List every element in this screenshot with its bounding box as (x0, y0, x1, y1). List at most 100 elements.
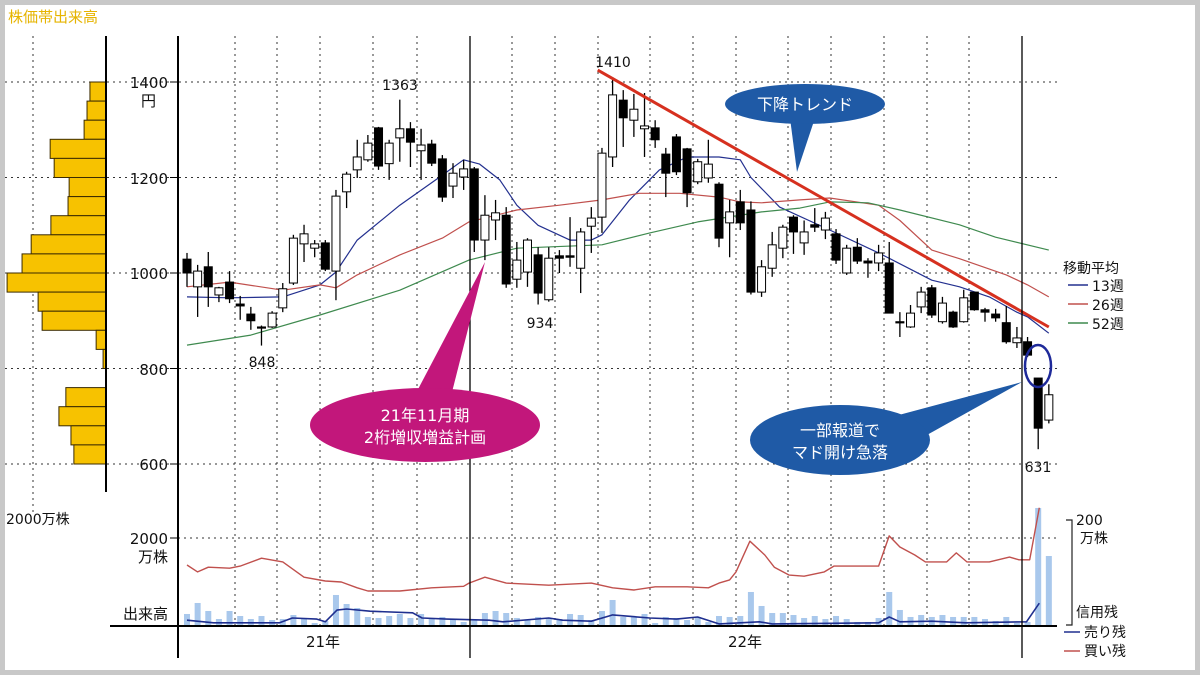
callout-earnings-plan: 21年11月期 2桁増収増益計画 (310, 262, 540, 462)
volume-bar (556, 619, 563, 626)
histogram-bar (95, 329, 107, 350)
volume-bar (918, 615, 925, 626)
margin-sell-line (186, 602, 1040, 625)
ytick-label: 1400 (130, 74, 168, 92)
volume-bar (705, 621, 712, 626)
candle-up (906, 312, 916, 328)
candle-up (448, 172, 458, 187)
candle-up (288, 237, 298, 284)
histogram-bar (86, 100, 107, 121)
histogram-scale-label: 2000万株 (6, 512, 70, 528)
volume-bar (747, 591, 754, 626)
volume-bar (790, 615, 797, 626)
candle-up (959, 297, 969, 323)
margin-buy-line (186, 507, 1040, 592)
candle-up (703, 163, 713, 179)
candle-up (544, 257, 554, 301)
volume-bar (471, 620, 478, 626)
volume-bar (609, 599, 616, 626)
candle-down (895, 321, 905, 324)
volume-bar (630, 616, 637, 626)
candle-up (576, 231, 586, 269)
candlesticks (182, 68, 1054, 450)
candle-up (278, 288, 288, 309)
margin-unit-label: 万株 (1080, 531, 1108, 547)
volume-bar (503, 613, 510, 626)
volume-bar (1024, 621, 1031, 626)
candle-up (820, 217, 830, 231)
candle-down (671, 136, 681, 173)
volume-bar (343, 604, 350, 626)
candle-down (533, 254, 543, 294)
candle-up (395, 128, 405, 139)
callout-bubble (750, 405, 930, 475)
volume-bar (354, 608, 361, 626)
candle-down (969, 291, 979, 311)
gap-highlight-circle (1023, 343, 1053, 389)
volume-bar (418, 613, 425, 626)
volume-bar (716, 616, 722, 626)
histogram-bar (49, 138, 107, 159)
margin-title: 信用残 (1076, 605, 1118, 621)
candle-down (863, 260, 873, 264)
callout-bubble (725, 84, 885, 124)
volume-bar (396, 613, 403, 626)
callout-bubble (310, 388, 540, 462)
volume-bar (854, 621, 861, 626)
volume-bar (896, 609, 903, 626)
volume-bar (620, 616, 627, 626)
volume-bar (1035, 507, 1042, 626)
volume-bar (428, 617, 435, 626)
legend-title: 移動平均 (1063, 261, 1119, 277)
legend-label-13w: 13週 (1092, 279, 1124, 295)
volume-bar (492, 610, 499, 626)
callout-text: 一部報道で (800, 421, 880, 440)
volume-bar (194, 602, 201, 626)
volume-bar (737, 616, 744, 626)
volume-bar (513, 617, 520, 626)
candle-down (256, 326, 266, 329)
candle-down (225, 281, 235, 300)
callout-text: マド開け急落 (792, 443, 888, 462)
candle-up (799, 231, 809, 244)
candle-down (203, 266, 213, 288)
candle-up (267, 312, 277, 328)
volume-tick-label: 2000 (130, 530, 168, 548)
histogram-bar (37, 291, 107, 312)
volume-bar (673, 617, 680, 626)
volume-bar (801, 617, 808, 626)
volume-bar (939, 615, 946, 626)
histogram-bar (83, 119, 107, 140)
candle-down (565, 255, 575, 258)
volume-bar (992, 620, 999, 626)
ytick-label: 600 (139, 456, 168, 474)
histogram-bar (65, 387, 107, 408)
candle-down (554, 255, 564, 259)
volume-bar (1045, 555, 1052, 626)
candle-up (331, 195, 341, 272)
candle-down (810, 224, 820, 228)
histogram-bar (73, 444, 107, 465)
callout-gap-down: 一部報道で マド開け急落 (750, 382, 1022, 475)
volume-bar (450, 619, 456, 626)
candle-down (735, 201, 745, 224)
volume-bar (205, 610, 212, 626)
volume-bar (258, 616, 265, 626)
ytick-label: 1200 (130, 170, 168, 188)
volume-bar (386, 616, 393, 626)
margin-scale-label: 200 (1076, 513, 1103, 529)
histogram-bar (67, 196, 107, 217)
volume-bar (822, 619, 829, 626)
candle-up (459, 168, 469, 178)
high-price-label: 1410 (595, 55, 631, 71)
candle-up (352, 156, 362, 171)
volume-bar (588, 620, 595, 626)
volume-bar (407, 617, 414, 626)
candle-up (214, 287, 224, 296)
xtick-label: 22年 (728, 633, 762, 651)
candle-up (597, 152, 607, 218)
volume-title: 出来高 (123, 605, 168, 623)
candle-down (884, 262, 894, 314)
callout-text: 2桁増収増益計画 (364, 428, 486, 447)
